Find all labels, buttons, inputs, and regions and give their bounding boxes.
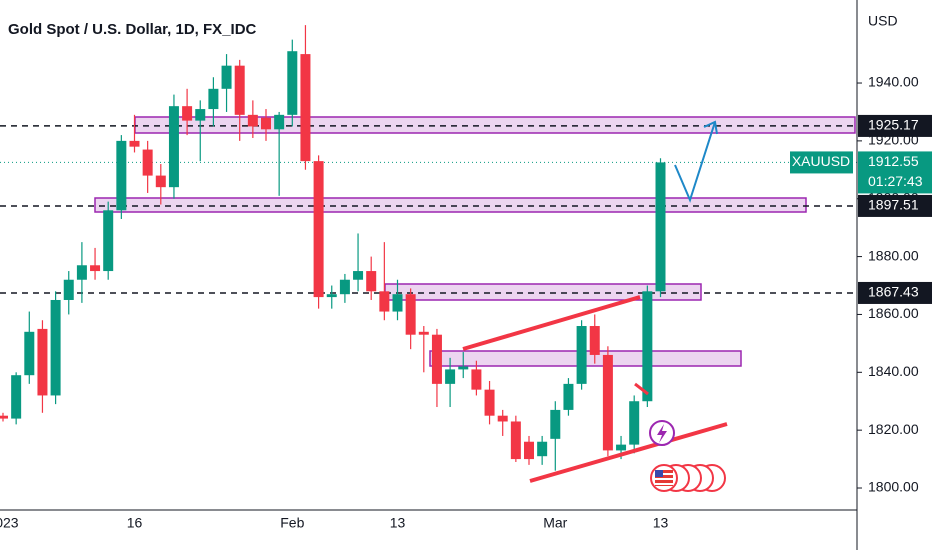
candle-body xyxy=(497,415,508,422)
candle-body xyxy=(471,369,482,390)
candle-body xyxy=(616,444,627,451)
candle-body xyxy=(405,294,416,335)
price-label-box xyxy=(858,194,932,217)
projection-arrow xyxy=(674,121,716,203)
candle-body xyxy=(537,441,548,457)
candle-body xyxy=(589,326,600,355)
candle-body xyxy=(379,291,390,312)
candle-body xyxy=(392,294,403,312)
x-tick-label: 13 xyxy=(653,515,669,531)
candle-body xyxy=(550,409,561,439)
candle-body xyxy=(11,375,22,419)
candle-body xyxy=(576,326,587,384)
price-label: 1897.51 xyxy=(868,197,919,213)
x-tick-label: 13 xyxy=(390,515,406,531)
candle-body xyxy=(90,265,101,272)
zone xyxy=(134,116,856,134)
candle-body xyxy=(313,161,324,298)
plot xyxy=(0,25,857,471)
candle-body xyxy=(195,109,206,121)
candle-body xyxy=(287,51,298,115)
candle-body xyxy=(366,271,377,292)
arrow-head xyxy=(703,120,718,135)
candle-body xyxy=(418,331,429,335)
candle-body xyxy=(261,117,271,130)
trend-line xyxy=(529,422,728,483)
zone xyxy=(94,197,807,213)
x-tick-label: 2023 xyxy=(0,515,19,531)
trend-line xyxy=(634,382,649,396)
candle-body xyxy=(221,65,232,89)
chart-title: Gold Spot / U.S. Dollar, 1D, FX_IDC xyxy=(8,21,257,38)
candle-body xyxy=(0,415,8,419)
candle-body xyxy=(155,175,166,188)
y-tick-label: 1860.00 xyxy=(868,305,919,321)
candle-body xyxy=(484,389,495,416)
candle-body xyxy=(510,421,521,460)
candle-body xyxy=(168,106,179,188)
y-unit: USD xyxy=(868,13,898,29)
candle-body xyxy=(642,291,653,402)
axis-labels: 1800.001820.001840.001860.001880.001900.… xyxy=(0,74,932,531)
candle-body xyxy=(103,210,114,272)
zone xyxy=(384,283,702,301)
economic-events[interactable] xyxy=(650,464,726,492)
candle-body xyxy=(142,149,153,176)
candle-body xyxy=(129,140,140,147)
last-price-box xyxy=(858,151,932,194)
y-tick-label: 1940.00 xyxy=(868,74,919,90)
candle-body xyxy=(524,441,534,460)
candle-body xyxy=(247,114,258,127)
countdown-label: 01:27:43 xyxy=(868,173,923,189)
y-tick-label: 1840.00 xyxy=(868,363,919,379)
price-label-box xyxy=(858,114,932,137)
candle-body xyxy=(563,383,574,410)
overlays xyxy=(462,120,728,492)
candle-body xyxy=(234,65,245,115)
y-tick-label: 1800.00 xyxy=(868,479,919,495)
drawings xyxy=(94,116,856,367)
y-tick-label: 1880.00 xyxy=(868,247,919,263)
y-tick-label: 1820.00 xyxy=(868,421,919,437)
price-label: 1925.17 xyxy=(868,117,919,133)
candle-body xyxy=(63,279,74,300)
candle-body xyxy=(655,162,666,292)
candle-body xyxy=(24,331,35,376)
candle-body xyxy=(629,401,640,445)
candle-body xyxy=(116,140,127,211)
candle-body xyxy=(339,279,350,295)
candle-body xyxy=(50,299,61,396)
x-tick-label: Mar xyxy=(543,515,567,531)
candle-body xyxy=(76,265,87,280)
candle-body xyxy=(458,366,469,370)
candle-body xyxy=(445,369,456,384)
symbol-label: XAUUSD xyxy=(792,153,850,169)
candle-body xyxy=(274,114,285,130)
candle-body xyxy=(300,54,311,162)
candle-body xyxy=(326,294,337,298)
price-label: 1867.43 xyxy=(868,284,919,300)
candle-body xyxy=(208,88,219,110)
candle-body xyxy=(182,106,193,121)
x-tick-label: 16 xyxy=(127,515,143,531)
candle-body xyxy=(353,271,364,280)
trend-line xyxy=(462,295,641,351)
candle-body xyxy=(431,334,442,384)
candle-body xyxy=(602,354,613,451)
x-tick-label: Feb xyxy=(280,515,304,531)
candle-body xyxy=(37,328,48,396)
symbol-box xyxy=(790,151,853,174)
last-price-label: 1912.55 xyxy=(868,153,919,169)
lightning xyxy=(657,424,667,443)
price-label-box xyxy=(858,281,932,304)
